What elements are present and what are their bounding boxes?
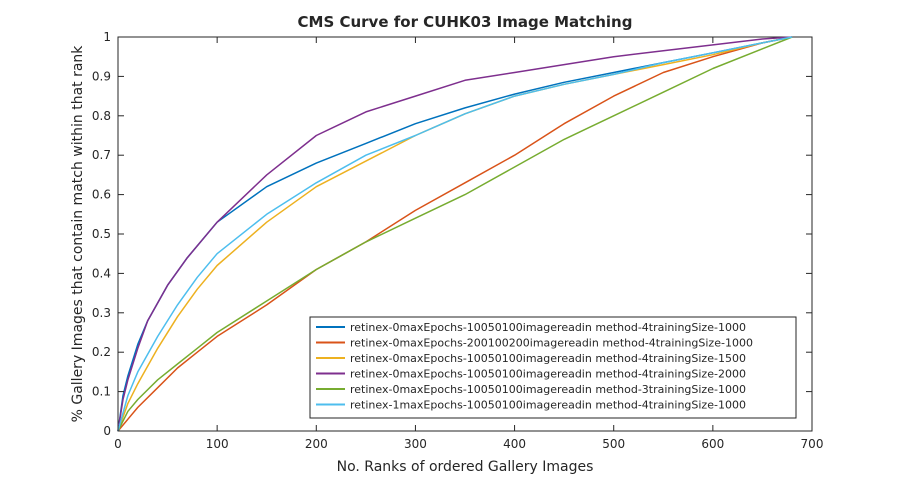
legend-label: retinex-0maxEpochs-200100200imagereadin …	[350, 337, 753, 350]
x-tick-label: 600	[701, 437, 724, 451]
axis-ticks: 0 100 200 300 400 500 600 700 0 0.1 0.2 0.3 0.4 0.5 0.…	[92, 30, 824, 451]
y-tick-label: 0.1	[92, 385, 111, 399]
y-tick-label: 0.4	[92, 266, 111, 280]
series-line-6	[117, 36, 793, 432]
y-axis-label: % Gallery Images that contain match with…	[70, 45, 86, 423]
x-tick-label: 0	[114, 437, 122, 451]
legend-label: retinex-0maxEpochs-10050100imagereadin m…	[350, 352, 746, 365]
x-tick-label: 700	[801, 437, 824, 451]
x-tick-label: 500	[602, 437, 625, 451]
y-tick-label: 1	[103, 30, 111, 44]
y-tick-label: 0.2	[92, 345, 111, 359]
x-axis-label: No. Ranks of ordered Gallery Images	[337, 459, 594, 475]
legend-box	[309, 316, 797, 419]
series-line-4	[117, 36, 793, 432]
y-tick-label: 0.8	[92, 109, 111, 123]
x-tick-label: 200	[305, 437, 328, 451]
y-tick-label: 0.5	[92, 227, 111, 241]
legend-label: retinex-0maxEpochs-10050100imagereadin m…	[350, 321, 746, 334]
series-line-5	[117, 36, 793, 432]
legend-label: retinex-0maxEpochs-10050100imagereadin m…	[350, 368, 746, 381]
legend-label: retinex-1maxEpochs-10050100imagereadin m…	[350, 399, 746, 412]
x-tick-label: 100	[206, 437, 229, 451]
y-tick-label: 0.3	[92, 306, 111, 320]
legend-label: retinex-0maxEpochs-10050100imagereadin m…	[350, 383, 746, 396]
y-tick-label: 0	[103, 424, 111, 438]
y-tick-label: 0.9	[92, 69, 111, 83]
x-tick-label: 300	[404, 437, 427, 451]
y-tick-label: 0.7	[92, 148, 111, 162]
chart-title: CMS Curve for CUHK03 Image Matching	[298, 13, 633, 31]
y-tick-label: 0.6	[92, 188, 111, 202]
x-tick-label: 400	[503, 437, 526, 451]
series-line-3	[117, 36, 793, 432]
legend: retinex-0maxEpochs-10050100imagereadin m…	[309, 316, 797, 419]
